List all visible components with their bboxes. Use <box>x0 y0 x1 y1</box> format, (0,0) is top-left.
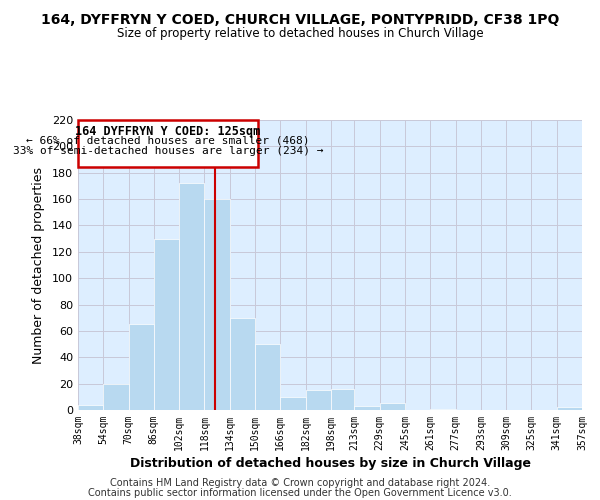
Bar <box>205 199 230 410</box>
Text: Contains public sector information licensed under the Open Government Licence v3: Contains public sector information licen… <box>88 488 512 498</box>
Bar <box>305 390 331 410</box>
Bar <box>78 404 103 410</box>
Y-axis label: Number of detached properties: Number of detached properties <box>32 166 45 364</box>
Bar <box>128 324 154 410</box>
Bar <box>230 318 255 410</box>
Bar <box>430 408 455 410</box>
Bar <box>557 408 582 410</box>
Text: 164 DYFFRYN Y COED: 125sqm: 164 DYFFRYN Y COED: 125sqm <box>76 124 260 138</box>
Bar <box>280 397 305 410</box>
Text: 33% of semi-detached houses are larger (234) →: 33% of semi-detached houses are larger (… <box>13 146 323 156</box>
Bar <box>331 389 355 410</box>
Bar <box>103 384 128 410</box>
Bar <box>380 404 405 410</box>
Bar <box>355 406 380 410</box>
Bar <box>179 184 205 410</box>
Bar <box>255 344 280 410</box>
X-axis label: Distribution of detached houses by size in Church Village: Distribution of detached houses by size … <box>130 457 530 470</box>
Text: 164, DYFFRYN Y COED, CHURCH VILLAGE, PONTYPRIDD, CF38 1PQ: 164, DYFFRYN Y COED, CHURCH VILLAGE, PON… <box>41 12 559 26</box>
Text: Size of property relative to detached houses in Church Village: Size of property relative to detached ho… <box>116 28 484 40</box>
Text: Contains HM Land Registry data © Crown copyright and database right 2024.: Contains HM Land Registry data © Crown c… <box>110 478 490 488</box>
FancyBboxPatch shape <box>78 120 258 168</box>
Bar <box>154 238 179 410</box>
Text: ← 66% of detached houses are smaller (468): ← 66% of detached houses are smaller (46… <box>26 136 310 146</box>
